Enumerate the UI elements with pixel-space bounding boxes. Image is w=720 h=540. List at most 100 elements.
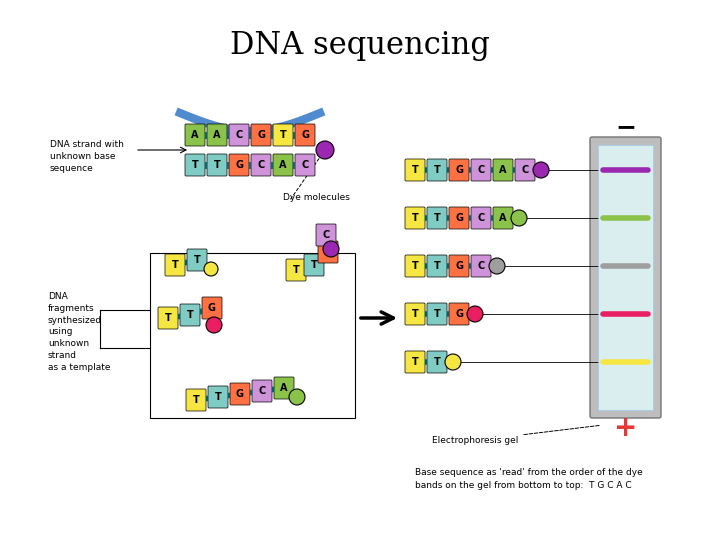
Text: DNA sequencing: DNA sequencing: [230, 30, 490, 61]
Circle shape: [511, 210, 527, 226]
FancyBboxPatch shape: [471, 159, 491, 181]
Text: T: T: [412, 165, 418, 175]
FancyBboxPatch shape: [590, 137, 661, 418]
Circle shape: [445, 354, 461, 370]
Text: DNA strand with
unknown base
sequence: DNA strand with unknown base sequence: [50, 140, 124, 173]
Text: A: A: [499, 165, 507, 175]
Text: T: T: [215, 392, 221, 402]
Text: Electrophoresis gel: Electrophoresis gel: [432, 426, 600, 445]
Text: A: A: [192, 130, 199, 140]
Text: T: T: [433, 309, 441, 319]
FancyBboxPatch shape: [427, 159, 447, 181]
Text: G: G: [208, 303, 216, 313]
Text: A: A: [499, 213, 507, 223]
Text: G: G: [455, 261, 463, 271]
FancyBboxPatch shape: [515, 159, 535, 181]
Text: T: T: [186, 310, 194, 320]
FancyBboxPatch shape: [316, 224, 336, 246]
FancyBboxPatch shape: [493, 207, 513, 229]
FancyBboxPatch shape: [208, 386, 228, 408]
FancyBboxPatch shape: [449, 303, 469, 325]
FancyBboxPatch shape: [187, 249, 207, 271]
Text: C: C: [258, 386, 266, 396]
FancyBboxPatch shape: [207, 124, 227, 146]
FancyBboxPatch shape: [229, 124, 249, 146]
Text: T: T: [433, 213, 441, 223]
Text: T: T: [310, 260, 318, 270]
Text: T: T: [412, 261, 418, 271]
FancyBboxPatch shape: [471, 207, 491, 229]
Text: T: T: [165, 313, 171, 323]
Text: T: T: [412, 357, 418, 367]
FancyBboxPatch shape: [427, 351, 447, 373]
FancyBboxPatch shape: [202, 297, 222, 319]
FancyBboxPatch shape: [230, 383, 250, 405]
Text: C: C: [323, 230, 330, 240]
FancyBboxPatch shape: [449, 159, 469, 181]
Text: G: G: [301, 130, 309, 140]
Text: T: T: [171, 260, 179, 270]
Text: T: T: [193, 395, 199, 405]
Text: G: G: [455, 309, 463, 319]
Circle shape: [206, 317, 222, 333]
Text: −: −: [615, 115, 636, 139]
FancyBboxPatch shape: [251, 154, 271, 176]
FancyBboxPatch shape: [229, 154, 249, 176]
Circle shape: [316, 141, 334, 159]
FancyBboxPatch shape: [449, 255, 469, 277]
FancyBboxPatch shape: [304, 254, 324, 276]
FancyBboxPatch shape: [427, 255, 447, 277]
Text: T: T: [433, 261, 441, 271]
FancyBboxPatch shape: [186, 389, 206, 411]
FancyBboxPatch shape: [295, 124, 315, 146]
Circle shape: [467, 306, 483, 322]
Circle shape: [533, 162, 549, 178]
Text: C: C: [477, 213, 485, 223]
Text: DNA
fragments
synthesized
using
unknown
strand
as a template: DNA fragments synthesized using unknown …: [48, 292, 110, 372]
FancyBboxPatch shape: [405, 351, 425, 373]
FancyBboxPatch shape: [318, 241, 338, 263]
Circle shape: [289, 389, 305, 405]
Circle shape: [323, 241, 339, 257]
FancyBboxPatch shape: [274, 377, 294, 399]
FancyBboxPatch shape: [427, 303, 447, 325]
Bar: [598, 145, 653, 410]
FancyBboxPatch shape: [185, 124, 205, 146]
Circle shape: [204, 262, 218, 276]
Text: C: C: [477, 165, 485, 175]
Text: C: C: [477, 261, 485, 271]
Bar: [150, 253, 355, 418]
Text: C: C: [257, 160, 265, 170]
Text: T: T: [279, 130, 287, 140]
Text: T: T: [192, 160, 199, 170]
Text: T: T: [433, 165, 441, 175]
FancyBboxPatch shape: [165, 254, 185, 276]
FancyBboxPatch shape: [405, 255, 425, 277]
FancyBboxPatch shape: [180, 304, 200, 326]
FancyBboxPatch shape: [286, 259, 306, 281]
Text: C: C: [235, 130, 243, 140]
Text: G: G: [455, 165, 463, 175]
Circle shape: [489, 258, 505, 274]
Text: +: +: [614, 414, 637, 442]
FancyBboxPatch shape: [295, 154, 315, 176]
Text: T: T: [412, 309, 418, 319]
FancyBboxPatch shape: [273, 124, 293, 146]
Text: G: G: [455, 213, 463, 223]
Text: A: A: [213, 130, 221, 140]
Text: A: A: [279, 160, 287, 170]
FancyBboxPatch shape: [493, 159, 513, 181]
Text: G: G: [236, 389, 244, 399]
Text: Dye molecules: Dye molecules: [283, 193, 350, 202]
FancyBboxPatch shape: [449, 207, 469, 229]
Text: A: A: [280, 383, 288, 393]
Text: G: G: [235, 160, 243, 170]
FancyBboxPatch shape: [427, 207, 447, 229]
FancyBboxPatch shape: [471, 255, 491, 277]
FancyBboxPatch shape: [158, 307, 178, 329]
Text: Base sequence as 'read' from the order of the dye
bands on the gel from bottom t: Base sequence as 'read' from the order o…: [415, 468, 643, 489]
FancyBboxPatch shape: [185, 154, 205, 176]
FancyBboxPatch shape: [405, 303, 425, 325]
Text: T: T: [194, 255, 200, 265]
Text: T: T: [433, 357, 441, 367]
